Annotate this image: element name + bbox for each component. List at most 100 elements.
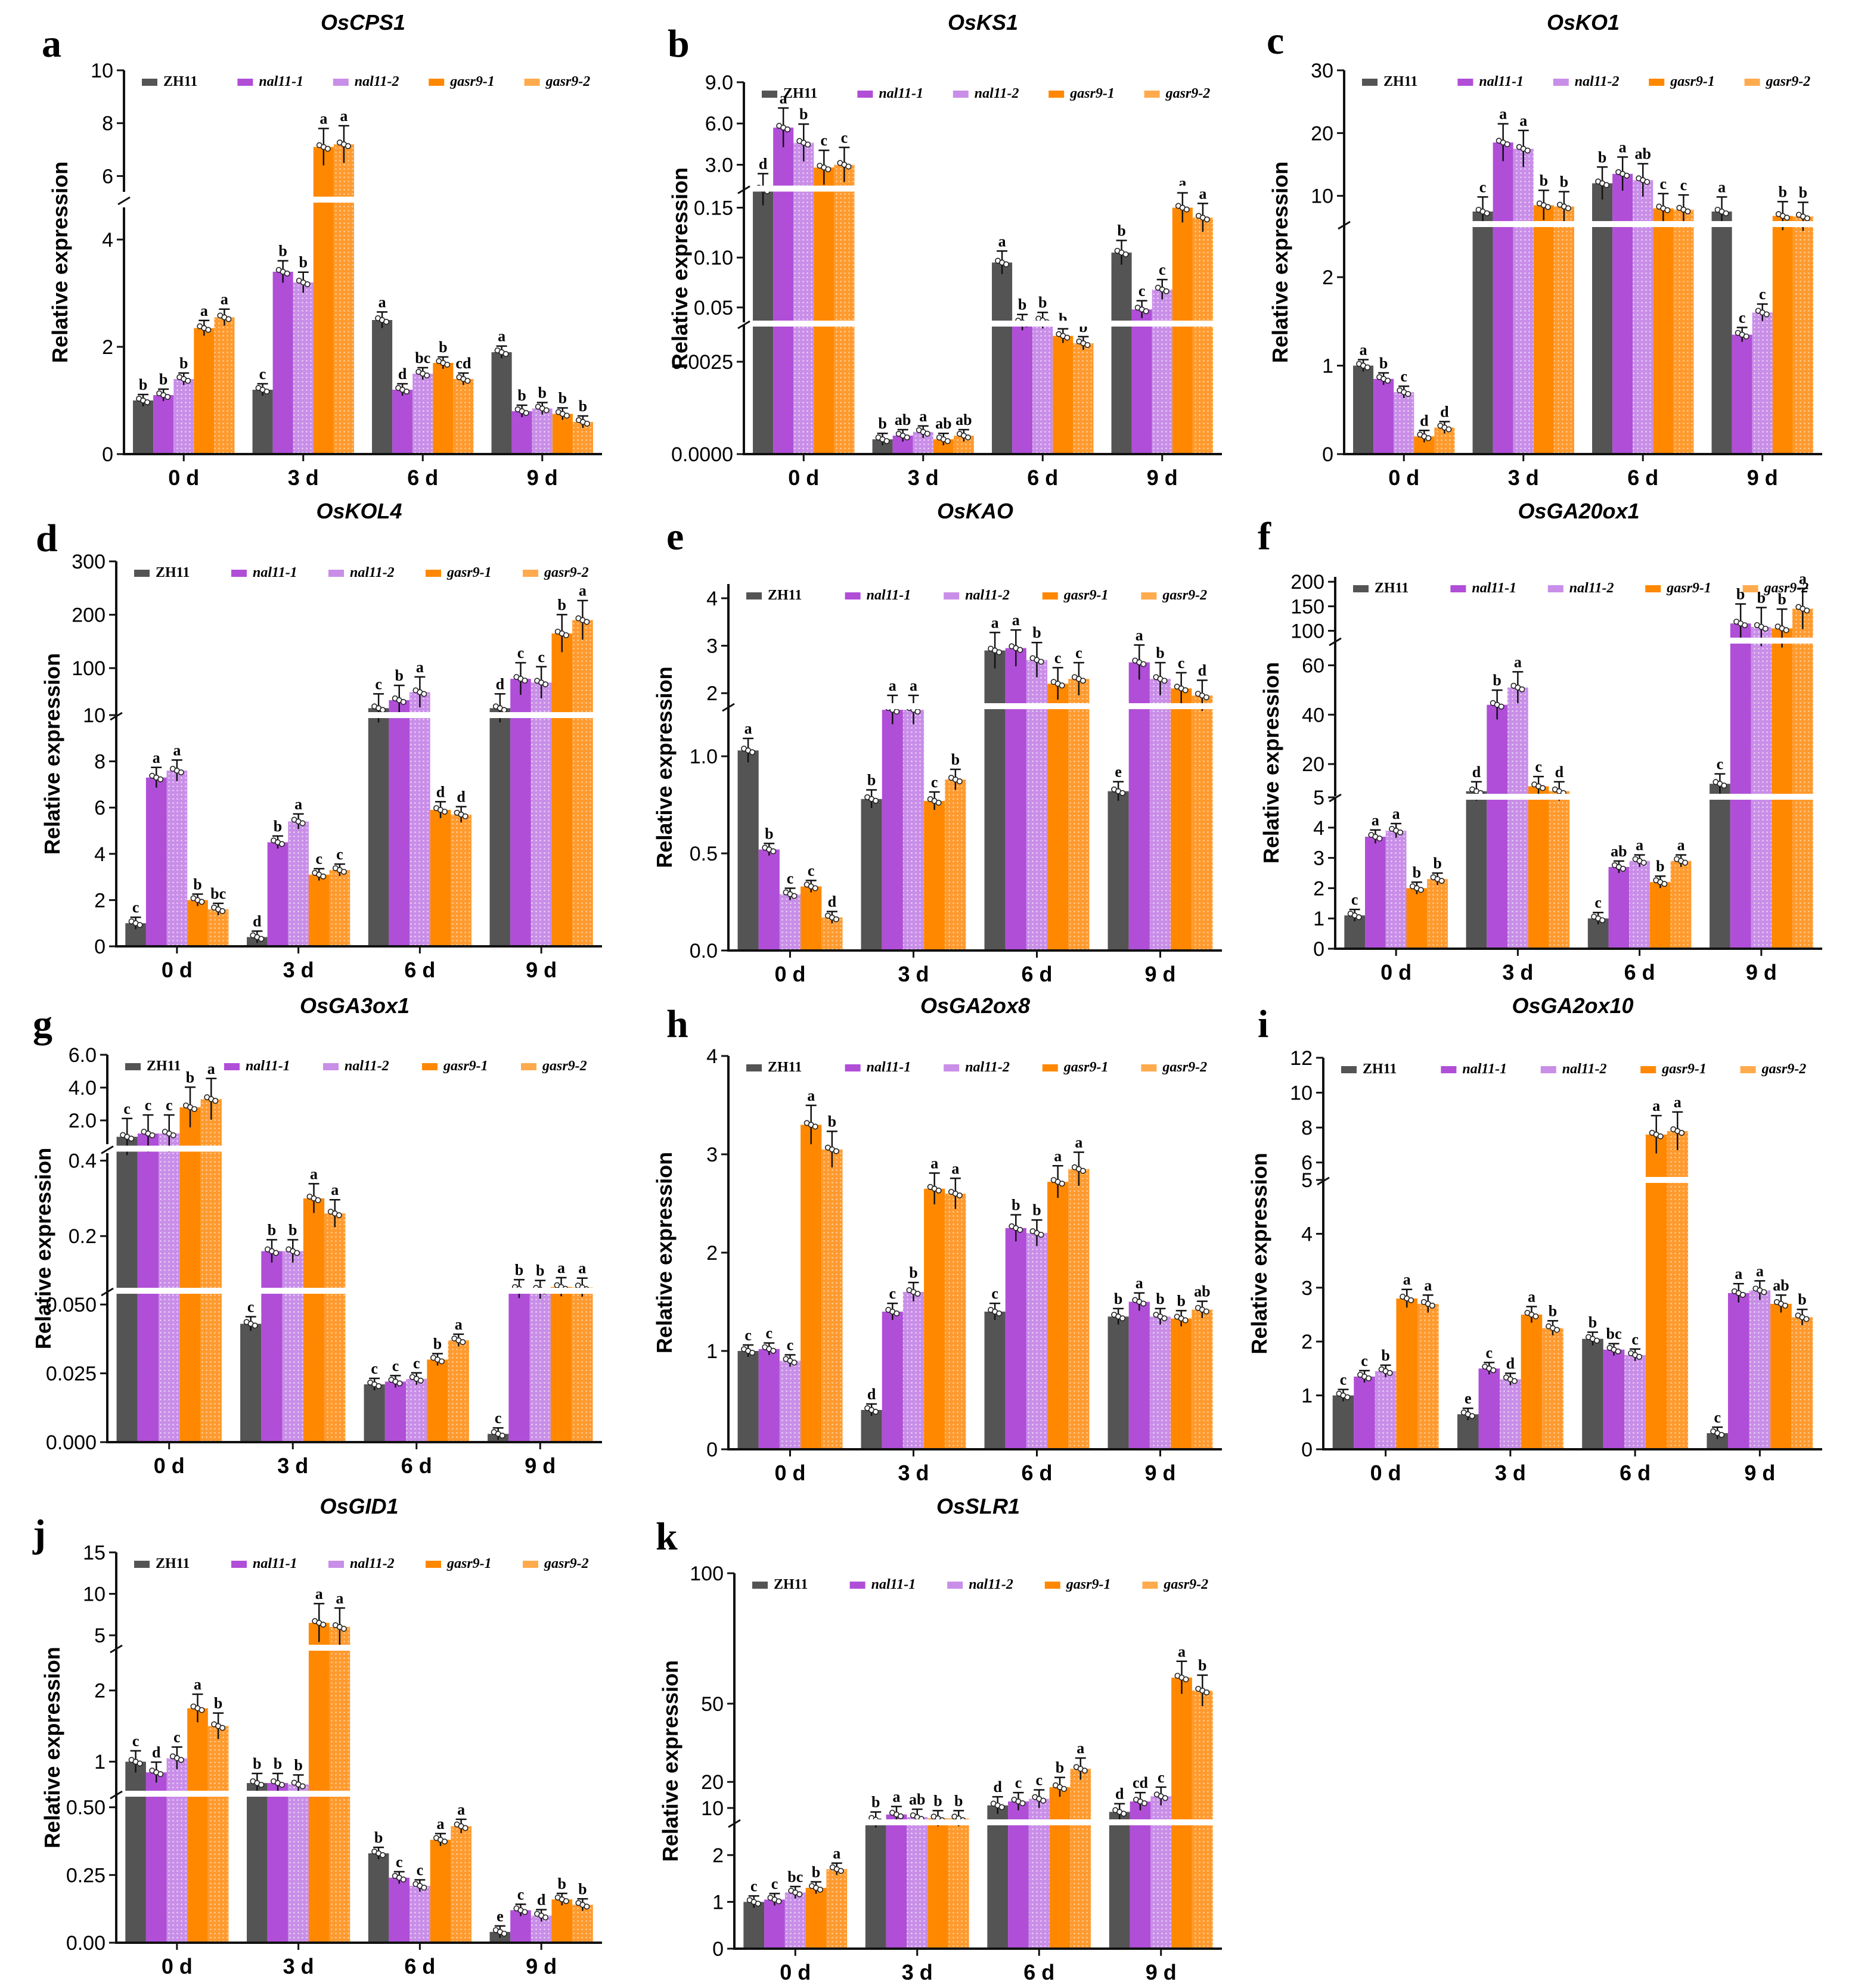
significance-letter: b bbox=[159, 371, 167, 388]
significance-letter: cd bbox=[1133, 1774, 1149, 1791]
x-tick-label: 0 d bbox=[162, 958, 193, 982]
significance-letter: c bbox=[315, 850, 322, 868]
significance-letter: e bbox=[1465, 1390, 1472, 1407]
bar-nal11-2-6d bbox=[409, 1886, 430, 1943]
significance-letter: c bbox=[173, 1729, 181, 1746]
replicate-point bbox=[1344, 1394, 1351, 1400]
bar-ZH11-0d bbox=[743, 1902, 765, 1949]
x-tick-label: 3 d bbox=[277, 1453, 308, 1478]
legend-swatch bbox=[1457, 79, 1473, 86]
bar-nal11-1-3d bbox=[1493, 142, 1513, 454]
significance-letter: a bbox=[200, 302, 208, 319]
y-tick-label: 1 bbox=[706, 1340, 718, 1363]
bar-nal11-2-6d bbox=[409, 692, 430, 946]
y-tick-label: 6 bbox=[102, 165, 113, 188]
significance-letter: d bbox=[1440, 403, 1449, 420]
replicate-point bbox=[294, 1250, 300, 1256]
bar-gasr9-2-9d bbox=[572, 1287, 593, 1442]
significance-letter: a bbox=[1519, 112, 1527, 129]
y-tick-label: 12 bbox=[1290, 1047, 1313, 1070]
y-tick-label: 0.50 bbox=[66, 1797, 106, 1819]
replicate-point bbox=[1742, 622, 1748, 629]
significance-letter: c bbox=[1158, 1769, 1165, 1786]
replicate-point bbox=[1783, 215, 1790, 221]
bar-nal11-1-9d bbox=[508, 1288, 530, 1442]
replicate-point bbox=[883, 438, 890, 445]
significance-letter: a bbox=[910, 677, 917, 694]
replicate-point bbox=[258, 1782, 265, 1788]
bar-gasr9-2-3d bbox=[324, 1213, 346, 1442]
significance-letter: b bbox=[517, 387, 526, 404]
replicate-point bbox=[805, 141, 811, 148]
legend-swatch bbox=[947, 1582, 963, 1589]
significance-letter: a bbox=[221, 291, 228, 308]
bar-gasr9-1-0d bbox=[187, 900, 208, 946]
legend-swatch bbox=[1547, 585, 1563, 592]
bar-gasr9-1-6d bbox=[430, 1840, 451, 1943]
x-tick-label: 6 d bbox=[1624, 960, 1655, 984]
y-tick-label: 15 bbox=[83, 1542, 106, 1564]
bar-gasr9-2-3d bbox=[945, 1194, 966, 1449]
significance-letter: b bbox=[433, 1335, 442, 1352]
replicate-point bbox=[1182, 687, 1189, 694]
replicate-point bbox=[1385, 377, 1391, 384]
significance-letter: b bbox=[1198, 1657, 1206, 1674]
y-axis-label: Relative expression bbox=[668, 167, 692, 369]
bar-nal11-1-9d bbox=[1128, 662, 1150, 950]
bar-gasr9-2-9d bbox=[1192, 218, 1213, 454]
replicate-point bbox=[1405, 391, 1411, 397]
significance-letter: a bbox=[331, 1181, 339, 1198]
replicate-point bbox=[383, 318, 390, 325]
replicate-point bbox=[1682, 859, 1689, 866]
bar-gasr9-1-0d bbox=[805, 1887, 827, 1949]
significance-letter: b bbox=[933, 1792, 942, 1809]
bar-gasr9-1-0d bbox=[801, 1125, 822, 1449]
y-tick-label: 0.05 bbox=[694, 297, 733, 319]
bar-gasr9-2-9d bbox=[1192, 1309, 1213, 1449]
significance-letter: a bbox=[919, 408, 927, 425]
replicate-point bbox=[542, 681, 549, 688]
replicate-point bbox=[1203, 694, 1209, 701]
significance-letter: b bbox=[253, 1755, 261, 1772]
y-tick-label: 100 bbox=[690, 1563, 724, 1585]
replicate-point bbox=[400, 1876, 407, 1883]
bar-nal11-2-3d bbox=[1507, 687, 1528, 949]
axis-break-band bbox=[1336, 638, 1823, 644]
replicate-point bbox=[205, 327, 212, 333]
significance-letter: c bbox=[889, 1285, 896, 1302]
significance-letter: a bbox=[1372, 812, 1379, 829]
legend-swatch bbox=[237, 79, 253, 86]
replicate-point bbox=[1804, 607, 1810, 614]
bar-ZH11-6d bbox=[372, 320, 393, 454]
legend-label: nal11-2 bbox=[350, 1556, 395, 1571]
y-tick-label: 2 bbox=[712, 1844, 724, 1867]
legend-swatch bbox=[849, 1582, 865, 1589]
significance-letter: c bbox=[744, 1327, 752, 1344]
x-tick-label: 9 d bbox=[1146, 1960, 1177, 1984]
replicate-point bbox=[380, 707, 386, 713]
legend-swatch bbox=[524, 79, 540, 86]
significance-letter: c bbox=[1400, 368, 1407, 385]
bar-gasr9-1-6d bbox=[1049, 1787, 1071, 1949]
significance-letter: c bbox=[1015, 1774, 1022, 1791]
bar-ZH11-0d bbox=[1353, 365, 1374, 454]
replicate-point bbox=[1161, 678, 1168, 684]
y-tick-label: 20 bbox=[1311, 122, 1333, 145]
replicate-point bbox=[417, 1377, 424, 1384]
legend-label: nal11-2 bbox=[345, 1058, 389, 1074]
significance-letter: d bbox=[398, 365, 407, 383]
replicate-point bbox=[198, 899, 205, 905]
legend-label: nal11-1 bbox=[871, 1577, 916, 1592]
replicate-point bbox=[178, 1757, 184, 1763]
bar-gasr9-1-0d bbox=[194, 328, 215, 454]
bar-nal11-2-9d bbox=[1749, 1290, 1771, 1449]
bar-ZH11-9d bbox=[491, 352, 512, 454]
chart-title: OsGA2ox10 bbox=[1512, 993, 1633, 1018]
legend-swatch bbox=[1144, 91, 1160, 98]
replicate-point bbox=[128, 1135, 135, 1142]
replicate-point bbox=[304, 281, 311, 287]
significance-letter: c bbox=[1660, 175, 1667, 192]
y-tick-label: 40 bbox=[1302, 704, 1324, 726]
significance-letter: c bbox=[1361, 1352, 1368, 1369]
